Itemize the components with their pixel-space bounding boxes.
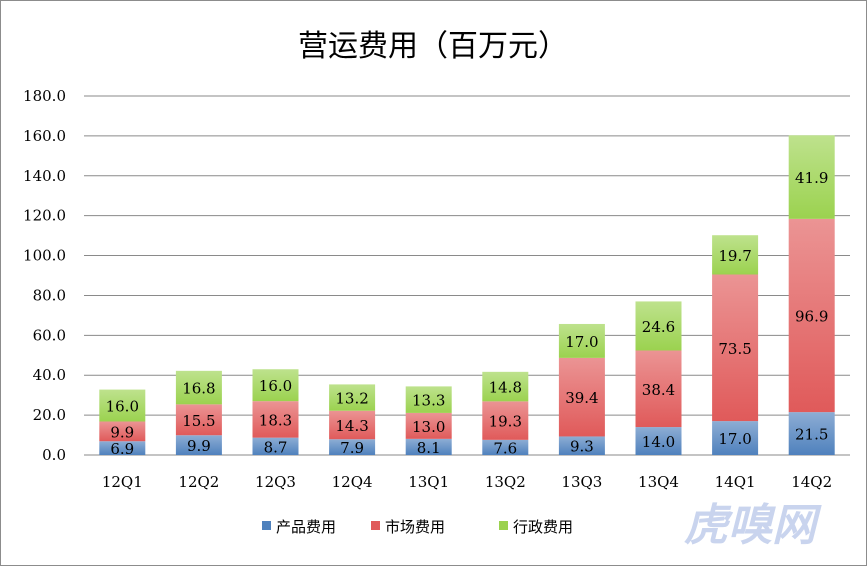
x-tick-label: 12Q4 xyxy=(332,473,373,491)
y-tick-label: 100.0 xyxy=(23,247,66,265)
data-label: 16.0 xyxy=(106,398,139,416)
bar-segment xyxy=(482,401,529,440)
x-tick-label: 13Q3 xyxy=(561,473,602,491)
data-label: 13.2 xyxy=(335,390,368,408)
bar-segment xyxy=(252,401,299,438)
data-label: 16.0 xyxy=(259,377,292,395)
bar-segment xyxy=(99,441,146,455)
legend-swatch xyxy=(262,521,271,530)
data-label: 19.7 xyxy=(718,247,751,265)
data-label: 13.3 xyxy=(412,392,445,410)
y-tick-label: 140.0 xyxy=(23,167,66,185)
data-label: 19.3 xyxy=(489,413,522,431)
bar-segment xyxy=(329,439,376,455)
data-label: 14.8 xyxy=(489,379,522,397)
y-axis-ticks: 0.0 20.0 40.0 60.0 80.0 100.0 120.0 140.0 160.0 1… xyxy=(23,87,66,464)
bar-segment xyxy=(405,412,452,439)
bar-segment xyxy=(252,369,299,402)
bar-segment xyxy=(405,438,452,455)
x-tick-label: 13Q4 xyxy=(638,473,679,491)
legend-label: 产品费用 xyxy=(276,518,336,536)
x-tick-label: 13Q2 xyxy=(485,473,526,491)
data-label: 73.5 xyxy=(718,340,751,358)
data-label: 13.0 xyxy=(412,418,445,436)
bar-segment xyxy=(558,436,605,455)
data-label: 17.0 xyxy=(565,333,598,351)
y-tick-label: 120.0 xyxy=(23,207,66,225)
data-label: 14.0 xyxy=(642,433,675,451)
watermark: 虎嗅网 xyxy=(684,500,822,551)
bar-segment xyxy=(175,435,222,455)
y-tick-label: 40.0 xyxy=(33,366,66,384)
data-label: 14.3 xyxy=(335,417,368,435)
bar-segment xyxy=(712,274,759,422)
data-label: 39.4 xyxy=(565,389,598,407)
bar-segment xyxy=(635,350,682,428)
data-label: 7.6 xyxy=(493,439,517,457)
y-tick-label: 160.0 xyxy=(23,127,66,145)
data-label: 21.5 xyxy=(795,426,828,444)
legend-label: 行政费用 xyxy=(513,518,573,536)
bar-segment xyxy=(558,357,605,437)
data-label: 9.9 xyxy=(110,423,134,441)
bar-segment xyxy=(558,323,605,358)
bar-segment xyxy=(712,235,759,275)
y-tick-label: 80.0 xyxy=(33,286,66,304)
data-label: 8.7 xyxy=(264,438,288,456)
data-label: 8.1 xyxy=(417,439,441,457)
bar-segment xyxy=(712,421,759,455)
bar-segment xyxy=(175,404,222,436)
x-tick-label: 14Q2 xyxy=(791,473,832,491)
y-tick-label: 60.0 xyxy=(33,326,66,344)
chart-title: 营运费用（百万元） xyxy=(298,29,568,64)
data-labels: 6.99.916.09.915.516.88.718.316.07.914.31… xyxy=(106,169,829,458)
x-tick-label: 12Q3 xyxy=(255,473,296,491)
data-label: 41.9 xyxy=(795,169,828,187)
x-axis-categories: 12Q1 12Q2 12Q3 12Q4 13Q1 13Q2 13Q3 13Q4 14Q1 14Q2 xyxy=(102,473,832,491)
legend: 产品费用 市场费用 行政费用 xyxy=(262,518,573,536)
y-tick-label: 180.0 xyxy=(23,87,66,105)
legend-swatch xyxy=(371,521,380,530)
bar-segment xyxy=(252,437,299,455)
bar-segment xyxy=(99,421,146,442)
bar-segment xyxy=(482,439,529,455)
data-label: 16.8 xyxy=(182,380,215,398)
bar-segment xyxy=(635,427,682,455)
x-tick-label: 12Q2 xyxy=(178,473,219,491)
bar-segment xyxy=(329,384,376,411)
data-label: 15.5 xyxy=(182,412,215,430)
x-tick-label: 14Q1 xyxy=(715,473,756,491)
data-label: 9.9 xyxy=(187,437,211,455)
bar-segment xyxy=(788,135,835,219)
bar-segment xyxy=(482,371,529,402)
y-tick-label: 20.0 xyxy=(33,406,66,424)
data-label: 96.9 xyxy=(795,307,828,325)
data-label: 38.4 xyxy=(642,381,675,399)
bars xyxy=(99,135,835,455)
data-label: 7.9 xyxy=(340,439,364,457)
bar-segment xyxy=(329,410,376,440)
bar-segment xyxy=(405,386,452,413)
bar-segment xyxy=(788,412,835,455)
bar-segment xyxy=(788,218,835,413)
bar-segment xyxy=(99,389,146,422)
legend-label: 市场费用 xyxy=(385,518,445,536)
data-label: 6.9 xyxy=(110,440,134,458)
x-tick-label: 12Q1 xyxy=(102,473,143,491)
data-label: 24.6 xyxy=(642,318,675,336)
bar-segment xyxy=(175,370,222,405)
legend-swatch xyxy=(499,521,508,530)
bar-segment xyxy=(635,301,682,351)
y-tick-label: 0.0 xyxy=(42,446,66,464)
data-label: 9.3 xyxy=(570,438,594,456)
data-label: 17.0 xyxy=(718,430,751,448)
data-label: 18.3 xyxy=(259,411,292,429)
x-tick-label: 13Q1 xyxy=(408,473,449,491)
